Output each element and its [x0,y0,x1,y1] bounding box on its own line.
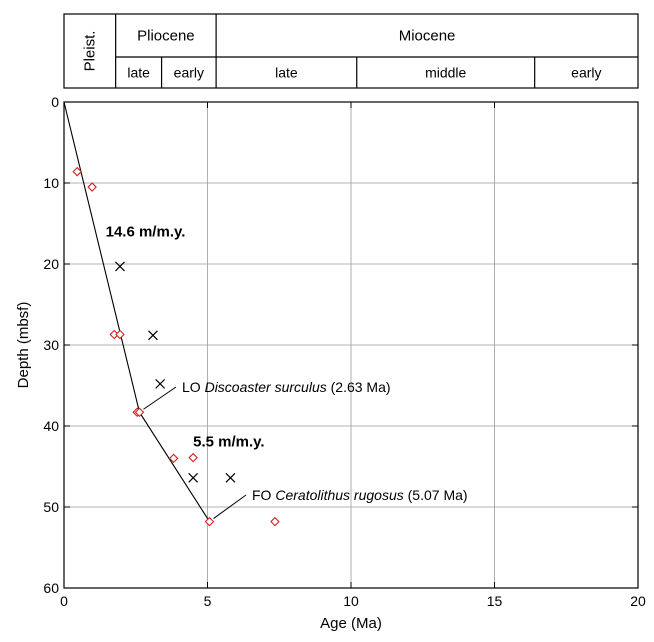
x-tick-label: 0 [60,593,68,609]
diamond-point [134,407,145,418]
age-depth-line [63,101,210,522]
y-tick-label: 30 [43,337,59,353]
subdivision-label: late [275,65,298,81]
cross-stroke [115,261,125,272]
cross-stroke [188,472,199,483]
diamond-point [270,516,280,527]
datum-annotation: FO Ceratolithus rugosus (5.07 Ma) [252,487,468,503]
subdivision-label: early [174,65,204,81]
diamond-point [204,516,215,527]
cross-stroke [225,472,236,483]
cross-point [148,330,158,341]
annotation-taxon: Ceratolithus rugosus [275,487,403,503]
annotation-prefix: LO [182,379,205,395]
axis-ticks: 0 5 10 15 20 0 10 20 30 40 50 60 [43,94,646,609]
datum-annotation: LO Discoaster surculus (2.63 Ma) [182,379,391,395]
annotation-leader [143,386,177,410]
annotation-leader [213,494,247,519]
stratigraphy-header: Pleist. Pliocene Miocene late early late middl… [63,13,639,89]
epoch-label-pleist: Pleist. [81,31,98,72]
diamond-point [72,166,82,177]
y-axis-label: Depth (mbsf) [15,302,32,389]
diamond-point [115,329,125,340]
diamond-point [188,452,198,463]
x-tick-label: 10 [343,593,359,609]
y-tick-label: 0 [51,94,59,110]
subdivision-label: early [571,65,601,81]
annotations: LO Discoaster surculus (2.63 Ma) FO Cerat… [106,223,468,519]
annotation-prefix: FO [252,487,275,503]
x-tick-label: 5 [204,593,212,609]
x-tick-label: 20 [630,593,646,609]
annotation-age: (2.63 Ma) [327,379,391,395]
subdivision-label: late [127,65,150,81]
epoch-label: Miocene [399,28,456,45]
sedimentation-rate-label: 5.5 m/m.y. [193,433,264,450]
y-tick-label: 20 [43,256,59,272]
cross-point [225,472,236,483]
x-tick-label: 15 [487,593,503,609]
data-points [72,166,280,527]
subdivision-label: middle [425,65,466,81]
strat-frame [63,13,639,89]
chart-grid [64,102,638,588]
epoch-label: Pliocene [137,28,195,45]
y-tick-label: 10 [43,175,59,191]
cross-point [115,261,125,272]
x-axis-label: Age (Ma) [320,615,382,632]
diamond-point [87,182,97,192]
cross-stroke [148,330,158,341]
cross-point [155,378,166,389]
cross-point [188,472,199,483]
y-tick-label: 50 [43,499,59,515]
sedimentation-rate-label: 14.6 m/m.y. [106,223,186,240]
diamond-point [168,453,179,464]
age-depth-line-group [63,101,210,522]
y-tick-label: 60 [43,580,59,596]
annotation-taxon: Discoaster surculus [205,379,327,395]
y-tick-label: 40 [43,418,59,434]
annotation-age: (5.07 Ma) [404,487,468,503]
cross-stroke [155,378,166,389]
